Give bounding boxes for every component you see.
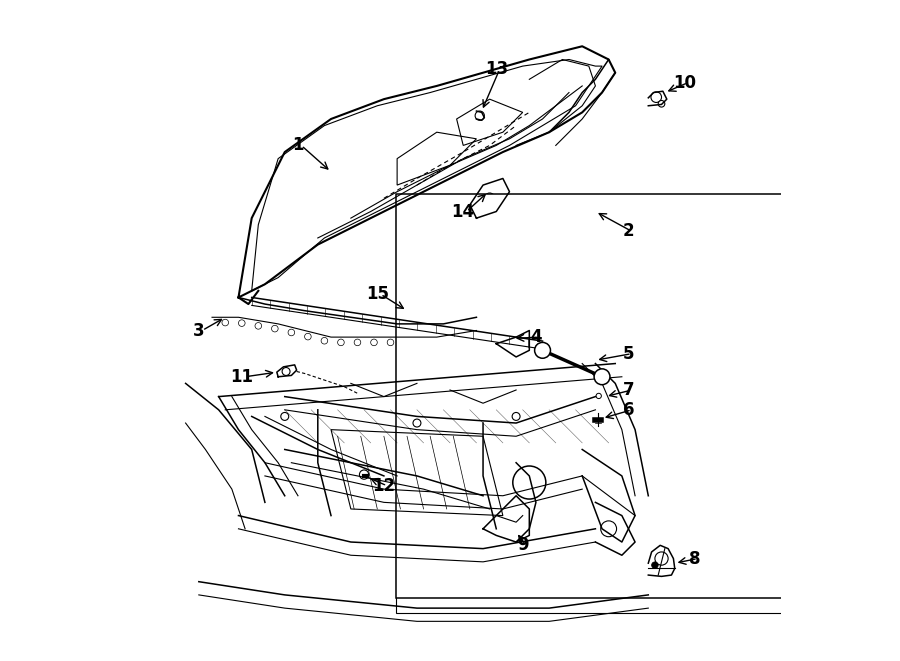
Text: 1: 1 [292,136,303,155]
Text: 13: 13 [485,60,508,79]
Text: 11: 11 [230,368,253,386]
Circle shape [512,412,520,420]
FancyBboxPatch shape [396,210,800,613]
Circle shape [655,552,668,565]
Text: 3: 3 [193,321,204,340]
Circle shape [535,342,551,358]
Circle shape [413,419,421,427]
Text: 9: 9 [517,536,528,555]
Text: 10: 10 [673,73,697,92]
Circle shape [651,92,661,102]
Circle shape [282,368,290,375]
Circle shape [652,562,658,568]
Text: 4: 4 [530,328,542,346]
Circle shape [594,369,610,385]
Circle shape [281,412,289,420]
Text: 6: 6 [623,401,634,419]
Text: 8: 8 [688,549,700,568]
Text: 7: 7 [623,381,634,399]
Text: 15: 15 [365,285,389,303]
Circle shape [475,111,484,120]
Circle shape [596,393,601,399]
FancyBboxPatch shape [396,194,802,598]
Text: 5: 5 [623,344,634,363]
Text: 14: 14 [452,202,475,221]
Text: 12: 12 [373,477,395,495]
Circle shape [359,470,369,479]
Circle shape [658,100,665,107]
Circle shape [600,521,617,537]
Circle shape [513,466,545,499]
Text: 2: 2 [623,222,634,241]
